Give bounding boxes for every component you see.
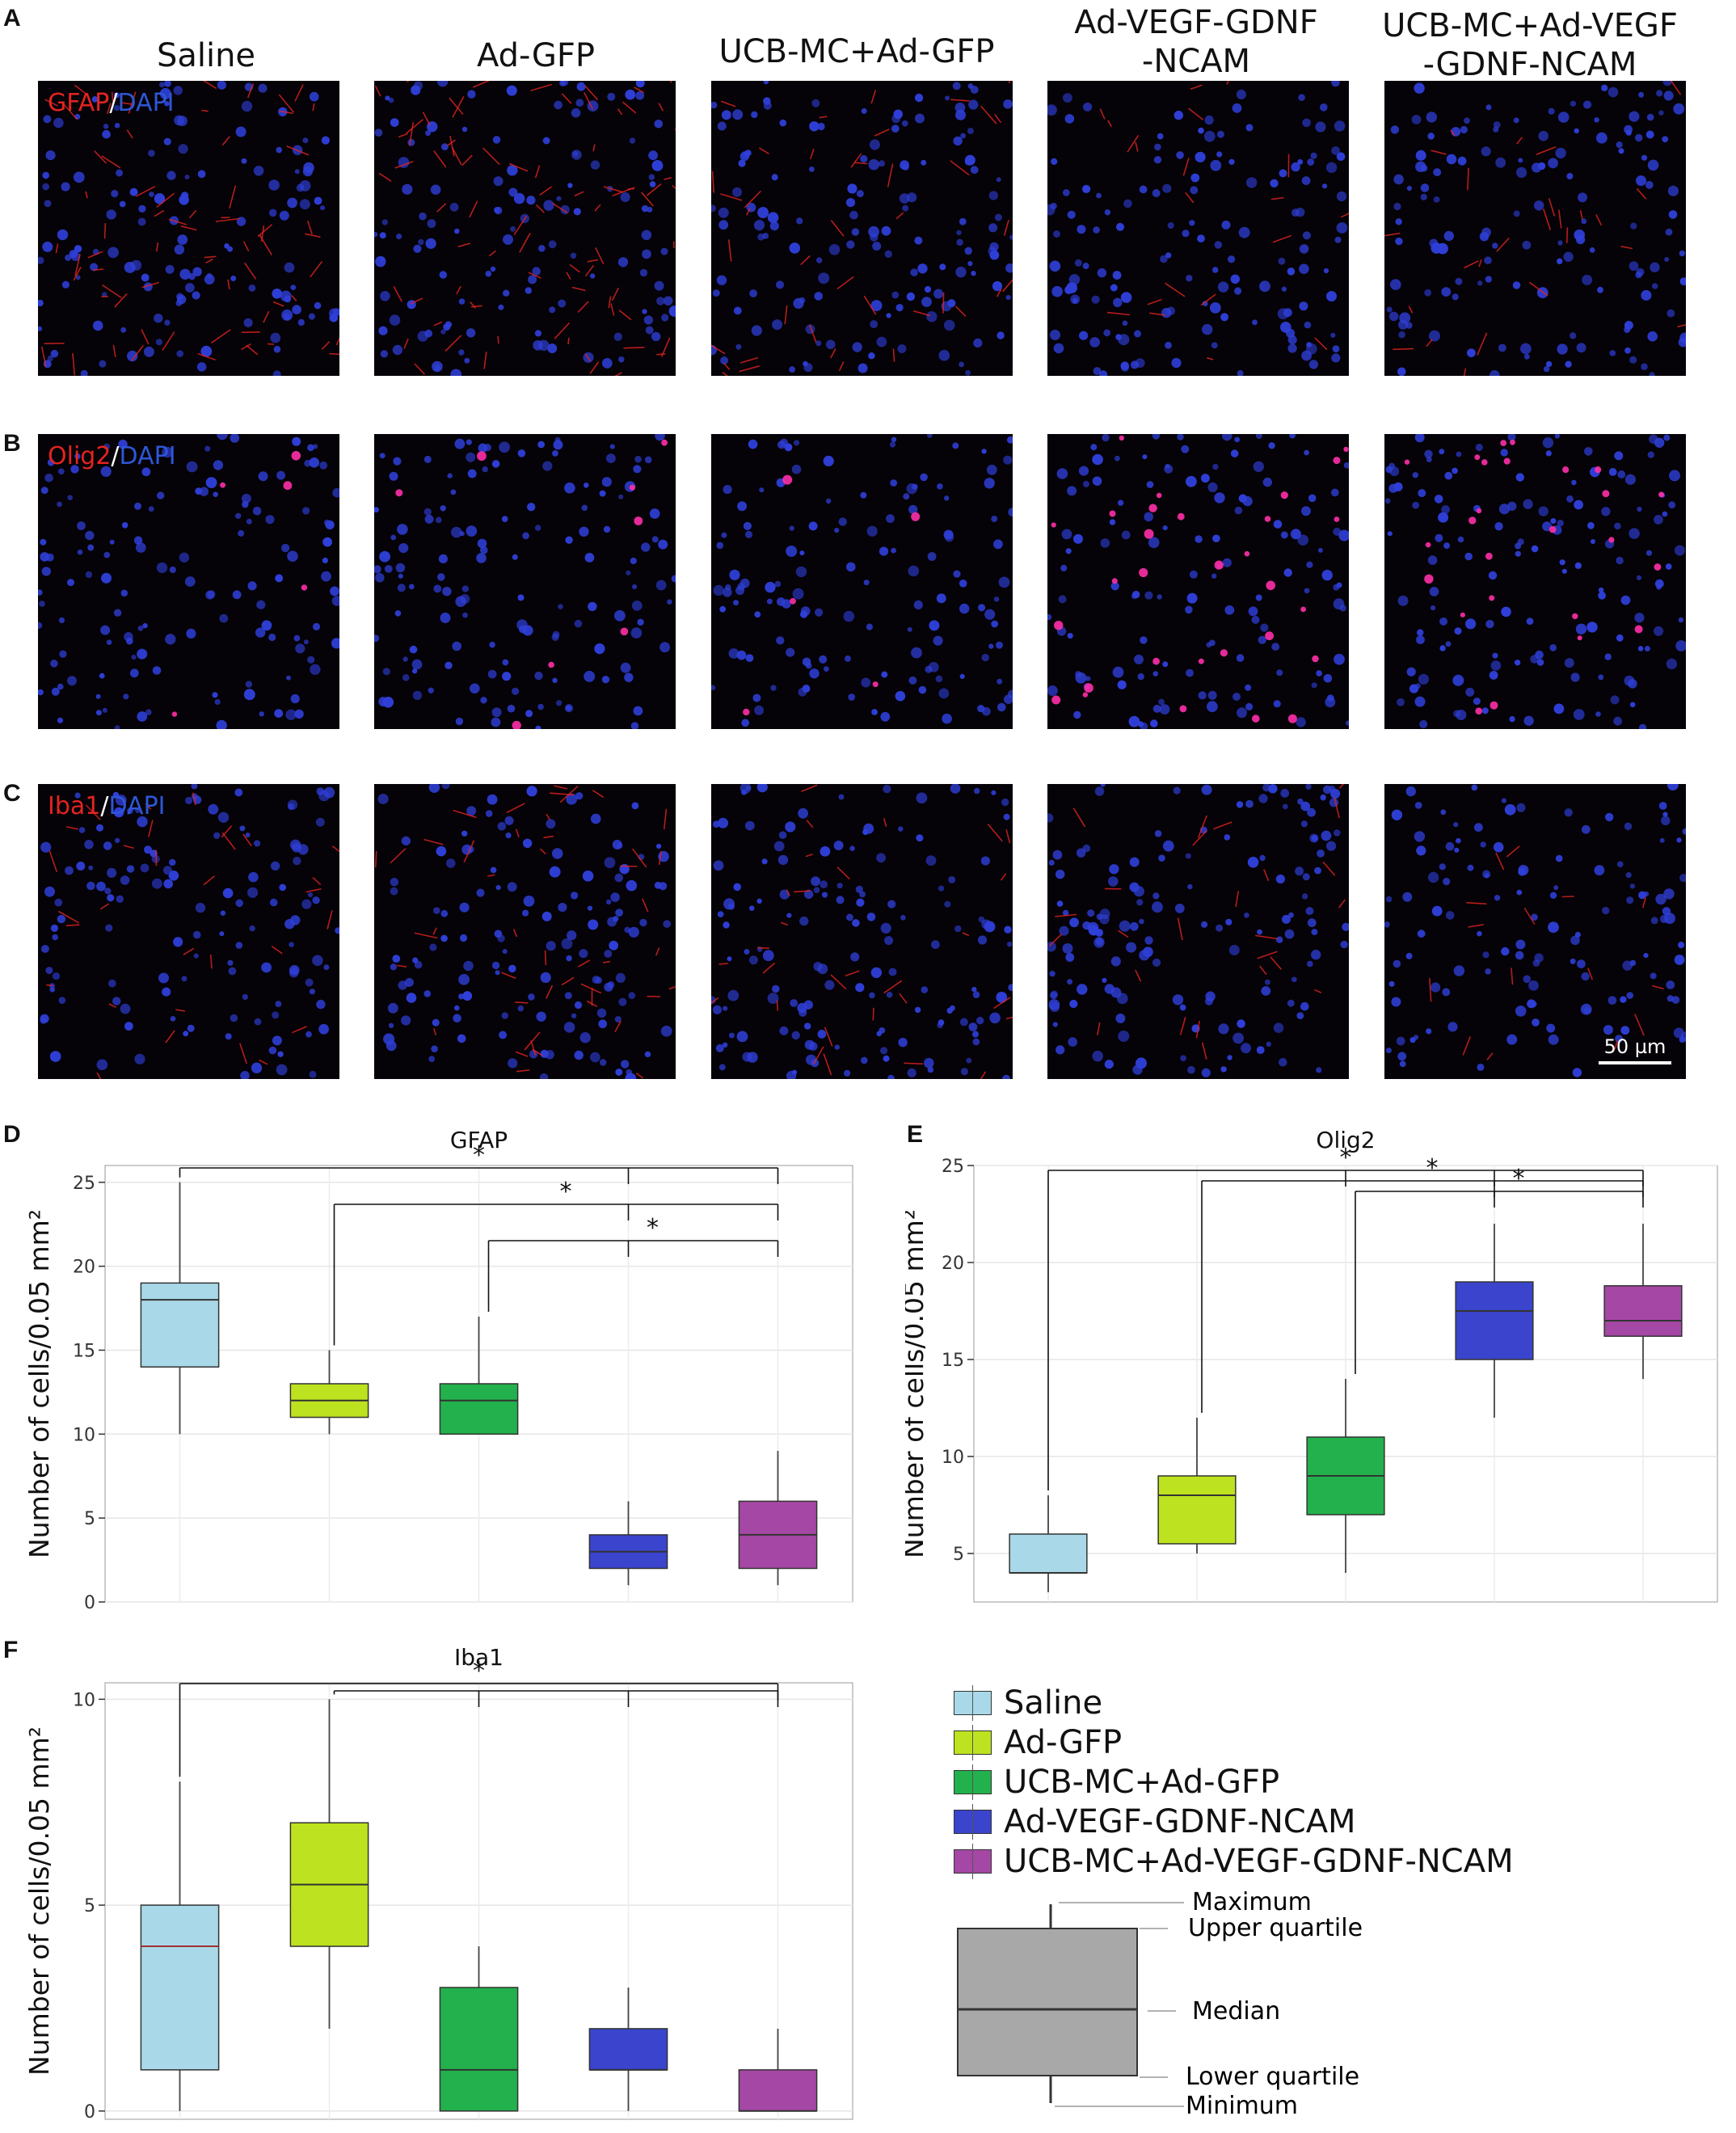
stain-marker: GFAP — [48, 89, 109, 117]
stain-separator: / — [111, 442, 119, 470]
stain-marker: Olig2 — [48, 442, 111, 470]
y-tick-label: 25 — [942, 1157, 964, 1177]
box-iqr — [141, 1283, 218, 1367]
y-tick-label: 5 — [84, 1509, 95, 1529]
key-box — [958, 1929, 1137, 2076]
micrograph-row-a-saline: GFAP/DAPI — [38, 81, 339, 376]
y-tick-label: 0 — [84, 2102, 95, 2122]
y-tick-label: 5 — [953, 1545, 964, 1565]
y-tick-label: 10 — [942, 1448, 964, 1468]
key-label-upper-quartile: Upper quartile — [1188, 1914, 1363, 1942]
box-iqr — [739, 2070, 816, 2111]
micrograph-row-b-ucb-mc-ad-vegf — [1384, 434, 1686, 729]
box-iqr — [1009, 1534, 1087, 1573]
micrograph-row-b-ad-vegf — [1047, 434, 1349, 729]
legend-swatch-ucb-mc-ad-vegf — [954, 1849, 992, 1874]
y-tick-label: 15 — [73, 1341, 95, 1361]
micrograph-row-a-ad-vegf — [1047, 81, 1349, 376]
legend-label-ad-vegf: Ad-VEGF-GDNF-NCAM — [1004, 1803, 1356, 1840]
micrograph-row-c-saline: Iba1/DAPI — [38, 784, 339, 1079]
key-label-minimum: Minimum — [1186, 2092, 1298, 2118]
legend-label-ucb-mc-ad-gfp: UCB-MC+Ad-GFP — [1004, 1764, 1279, 1801]
micrograph-row-c-ad-gfp — [374, 784, 676, 1079]
legend-label-ad-gfp: Ad-GFP — [1004, 1724, 1122, 1761]
legend-swatch-saline — [954, 1691, 992, 1715]
panel-label-b: B — [3, 430, 21, 457]
box-iqr — [589, 2029, 667, 2070]
panel-label-c: C — [3, 780, 21, 807]
column-header-ucb-mc-ad-gfp: UCB-MC+Ad-GFP — [687, 32, 1026, 71]
box-iqr — [141, 1905, 218, 2070]
key-label-median: Median — [1192, 1997, 1280, 2026]
stain-dapi: DAPI — [108, 792, 165, 820]
key-label-maximum: Maximum — [1192, 1888, 1312, 1916]
column-header-saline: Saline — [36, 36, 376, 75]
y-axis-label: Number of cells/0.05 mm² — [23, 1726, 55, 2076]
box-iqr — [1158, 1476, 1236, 1544]
key-label-lower-quartile: Lower quartile — [1186, 2063, 1359, 2091]
significance-star: * — [1426, 1154, 1439, 1182]
scale-bar-line — [1599, 1061, 1671, 1064]
micrograph-row-b-ad-gfp — [374, 434, 676, 729]
legend-swatch-ad-gfp — [954, 1730, 992, 1755]
significance-star: * — [1340, 1144, 1352, 1172]
y-tick-label: 20 — [942, 1254, 964, 1274]
box-iqr — [1456, 1282, 1533, 1359]
significance-star: * — [1513, 1165, 1525, 1193]
y-axis-label: Number of cells/0.05 mm² — [905, 1209, 929, 1558]
legend-swatch-ucb-mc-ad-gfp — [954, 1770, 992, 1794]
y-tick-label: 20 — [73, 1258, 95, 1278]
stain-label-row-a: GFAP/DAPI — [48, 89, 175, 117]
column-header-ad-vegf: Ad-VEGF-GDNF-NCAM — [1026, 3, 1366, 81]
scale-bar: 50 µm — [1599, 1035, 1671, 1064]
stain-marker: Iba1 — [48, 792, 100, 820]
box-iqr — [1604, 1286, 1682, 1336]
micrograph-row-c-ad-vegf — [1047, 784, 1349, 1079]
box-plot-key: Maximum Upper quartile Median Lower quar… — [942, 1875, 1394, 2118]
micrograph-row-c-ucb-mc-ad-vegf: 50 µm — [1384, 784, 1686, 1079]
legend-swatch-ad-vegf — [954, 1810, 992, 1834]
y-tick-label: 10 — [73, 1425, 95, 1445]
panel-label-a: A — [3, 5, 21, 32]
box-iqr — [440, 1384, 517, 1434]
legend-label-saline: Saline — [1004, 1684, 1102, 1722]
y-tick-label: 10 — [73, 1690, 95, 1710]
stain-label-row-b: Olig2/DAPI — [48, 442, 176, 470]
y-tick-label: 15 — [942, 1351, 964, 1371]
stain-separator: / — [109, 89, 117, 117]
micrograph-row-a-ucb-mc-ad-gfp — [711, 81, 1013, 376]
micrograph-row-a-ucb-mc-ad-vegf — [1384, 81, 1686, 376]
y-tick-label: 0 — [84, 1593, 95, 1613]
scale-bar-label: 50 µm — [1599, 1035, 1671, 1058]
box-iqr — [440, 1988, 517, 2111]
y-tick-label: 5 — [84, 1896, 95, 1916]
significance-star: * — [473, 1141, 485, 1170]
significance-star: * — [560, 1178, 572, 1206]
micrograph-row-a-ad-gfp — [374, 81, 676, 376]
stain-dapi: DAPI — [117, 89, 174, 117]
stain-label-row-c: Iba1/DAPI — [48, 792, 166, 820]
column-header-ucb-mc-ad-vegf: UCB-MC+Ad-VEGF-GDNF-NCAM — [1360, 6, 1700, 84]
significance-star: * — [473, 1657, 485, 1685]
micrograph-row-b-ucb-mc-ad-gfp — [711, 434, 1013, 729]
micrograph-row-c-ucb-mc-ad-gfp — [711, 784, 1013, 1079]
y-axis-label: Number of cells/0.05 mm² — [23, 1209, 55, 1558]
y-tick-label: 25 — [73, 1174, 95, 1194]
column-header-ad-gfp: Ad-GFP — [366, 36, 706, 75]
stain-separator: / — [100, 792, 108, 820]
stain-dapi: DAPI — [120, 442, 176, 470]
significance-star: * — [647, 1214, 659, 1242]
micrograph-row-b-saline: Olig2/DAPI — [38, 434, 339, 729]
